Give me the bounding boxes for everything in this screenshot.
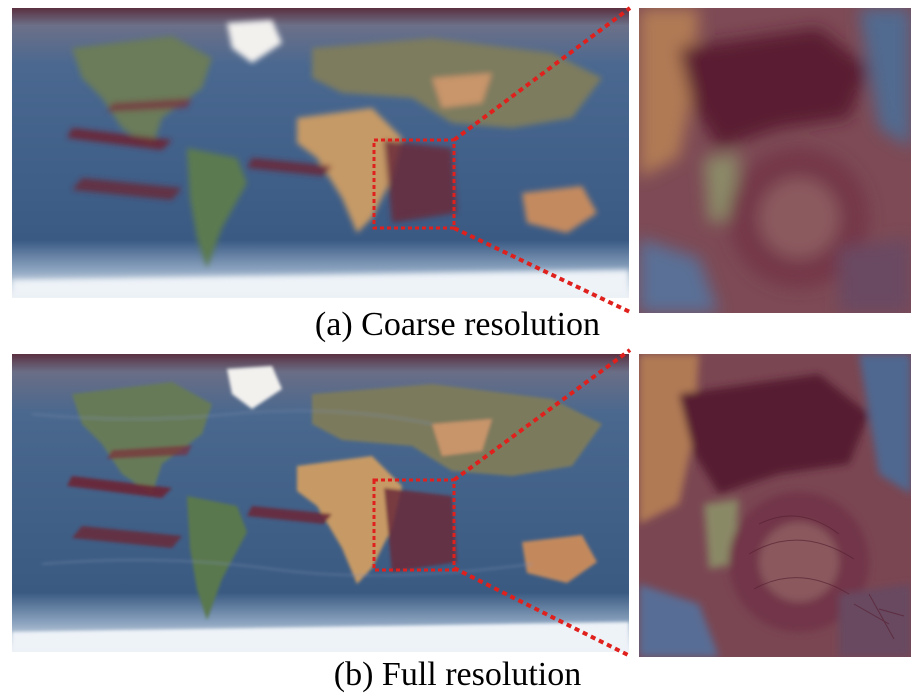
world-map-coarse-image xyxy=(12,8,629,298)
world-map-coarse xyxy=(12,8,629,298)
caption-coarse: (a) Coarse resolution xyxy=(314,306,601,343)
caption-full: (b) Full resolution xyxy=(333,656,582,693)
world-map-full-image xyxy=(12,354,629,652)
zoom-inset-full xyxy=(639,354,911,657)
zoom-inset-full-image xyxy=(639,354,911,657)
world-map-full xyxy=(12,354,629,652)
zoom-inset-coarse-image xyxy=(639,8,911,313)
panel-coarse: (a) Coarse resolution xyxy=(0,0,915,346)
panel-full: (b) Full resolution xyxy=(0,346,915,694)
zoom-inset-coarse xyxy=(639,8,911,313)
